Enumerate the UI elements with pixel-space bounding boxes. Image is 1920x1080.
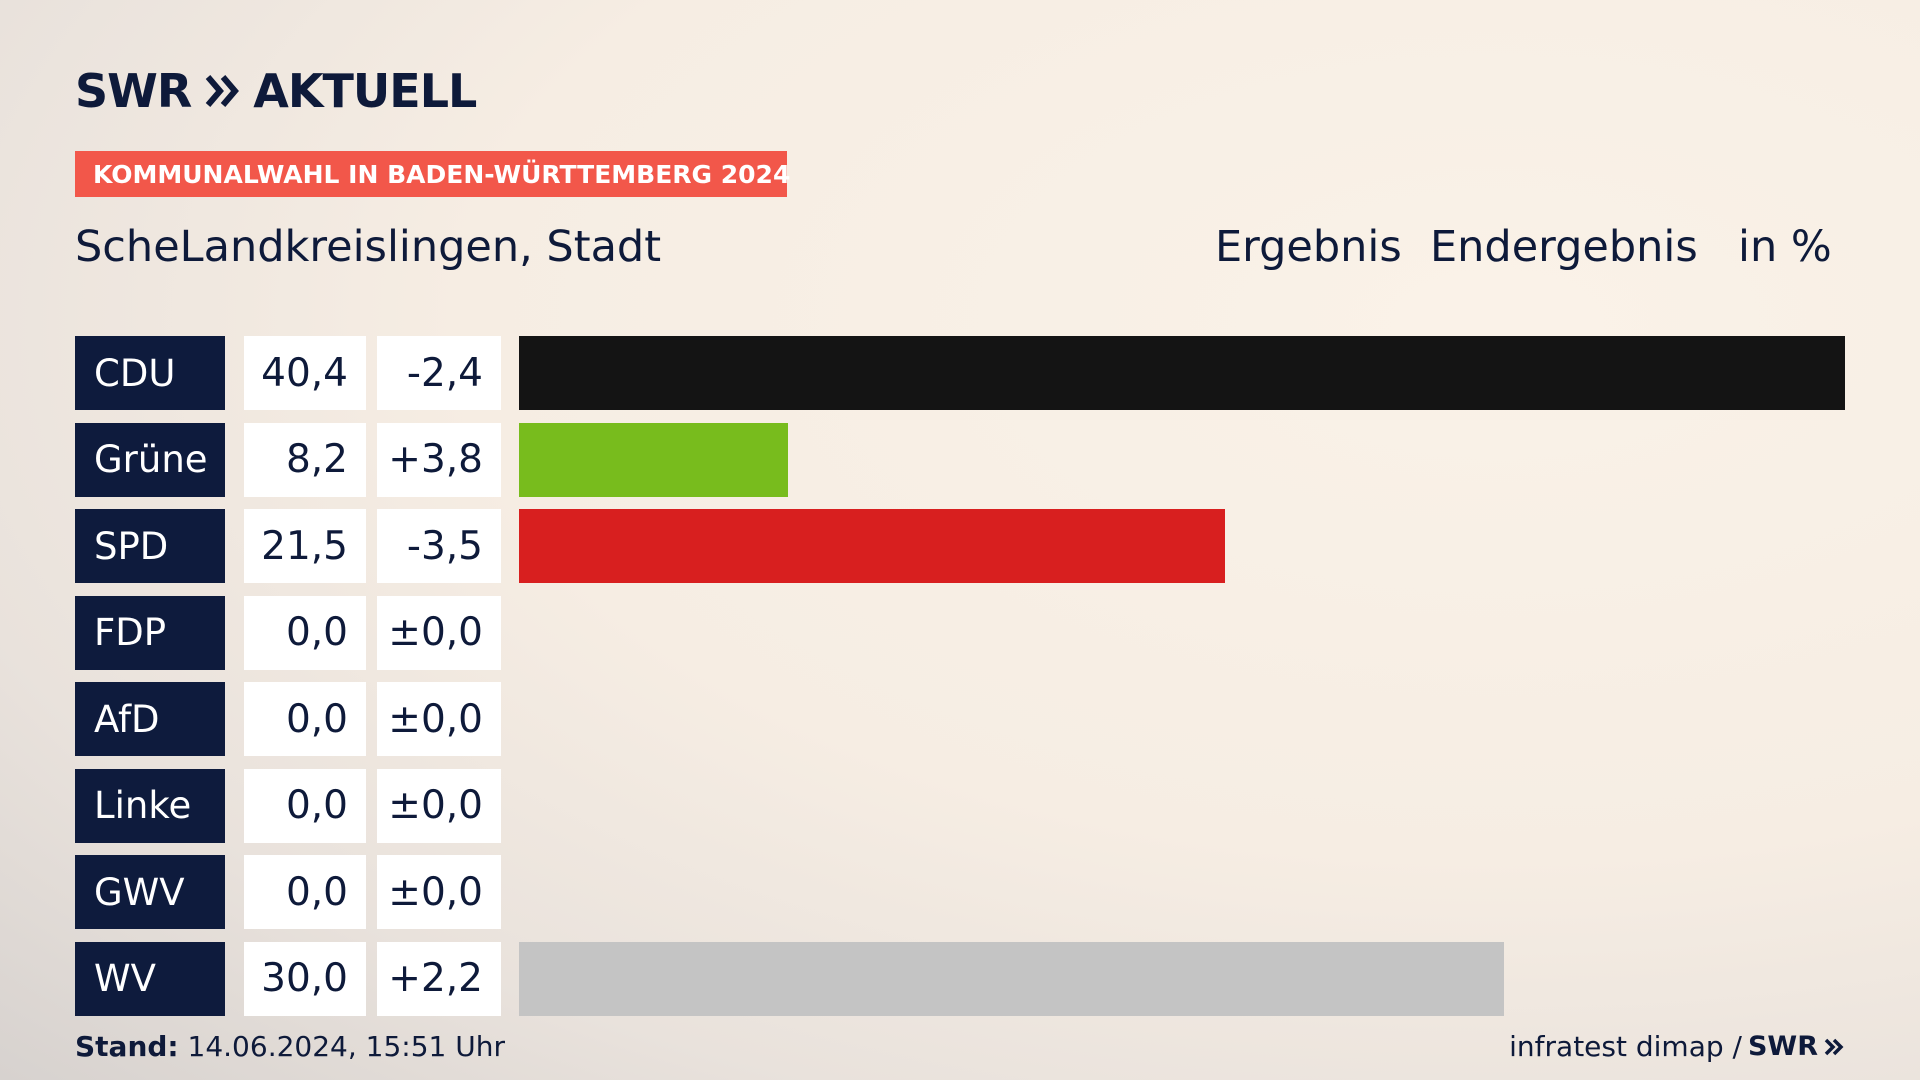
double-chevron-icon [206,75,240,107]
result-value: 40,4 [244,336,366,410]
party-label: SPD [75,509,225,583]
change-value: ±0,0 [377,595,501,670]
result-value: 0,0 [244,595,366,670]
change-value: ±0,0 [377,855,501,929]
party-label: GWV [75,855,225,929]
result-value: 0,0 [244,682,366,756]
party-row: Grüne 8,2 +3,8 [75,422,1845,497]
source-brand: SWR [1747,1031,1818,1062]
column-header-result: Ergebnis [1215,222,1402,272]
party-label: AfD [75,682,225,756]
result-bar [519,941,1504,1016]
change-value: +3,8 [377,422,501,497]
party-row: GWV 0,0 ±0,0 [75,855,1845,929]
party-label: WV [75,941,225,1016]
result-value: 8,2 [244,422,366,497]
change-value: ±0,0 [377,682,501,756]
party-label: FDP [75,595,225,670]
result-bar [519,509,1225,583]
party-row: AfD 0,0 ±0,0 [75,682,1845,756]
result-value: 30,0 [244,941,366,1016]
swr-aktuell-logo: SWR AKTUELL [75,64,477,118]
result-value: 0,0 [244,768,366,843]
result-value: 21,5 [244,509,366,583]
source-credit: infratest dimap / SWR [1509,1030,1844,1063]
brand-aktuell: AKTUELL [253,64,477,118]
result-value: 0,0 [244,855,366,929]
change-value: ±0,0 [377,768,501,843]
change-value: -2,4 [377,336,501,410]
change-value: +2,2 [377,941,501,1016]
timestamp: Stand: 14.06.2024, 15:51 Uhr [75,1030,505,1063]
timestamp-value: 14.06.2024, 15:51 Uhr [187,1030,505,1063]
party-label: Linke [75,768,225,843]
source-text: infratest dimap / [1509,1030,1742,1063]
party-row: SPD 21,5 -3,5 [75,509,1845,583]
column-header-final: Endergebnis [1430,222,1698,272]
party-row: CDU 40,4 -2,4 [75,336,1845,410]
brand-swr: SWR [75,64,192,118]
double-chevron-icon [1824,1038,1844,1055]
result-bar [519,422,789,497]
change-value: -3,5 [377,509,501,583]
party-label: Grüne [75,422,225,497]
place-title: ScheLandkreislingen, Stadt [75,222,662,272]
party-label: CDU [75,336,225,410]
party-row: FDP 0,0 ±0,0 [75,595,1845,670]
column-header-unit: in % [1738,222,1832,272]
party-row: Linke 0,0 ±0,0 [75,768,1845,843]
result-bar [519,336,1845,410]
party-row: WV 30,0 +2,2 [75,941,1845,1016]
timestamp-label: Stand: [75,1030,179,1063]
election-banner: KOMMUNALWAHL IN BADEN-WÜRTTEMBERG 2024 [75,151,790,197]
